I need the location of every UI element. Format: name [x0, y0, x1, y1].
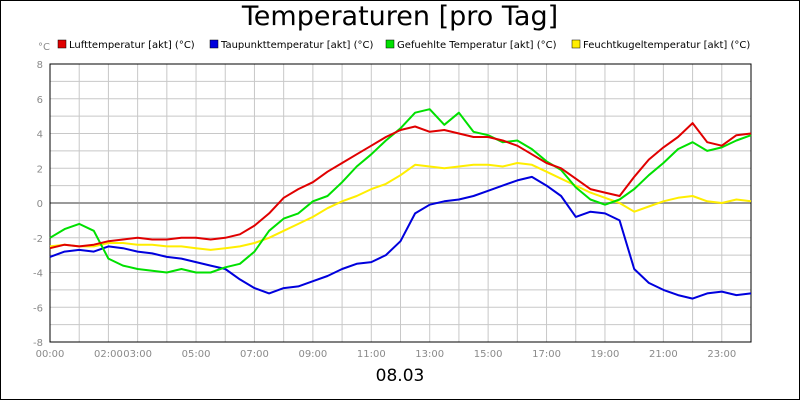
x-tick-label: 09:00 — [298, 349, 327, 360]
y-tick-label: 2 — [37, 164, 43, 175]
x-tick-label: 05:00 — [182, 349, 211, 360]
series-line-1 — [49, 175, 752, 300]
series-line-0 — [49, 122, 752, 250]
legend-label: Taupunkttemperatur [akt] (°C) — [220, 40, 373, 51]
legend-label: Lufttemperatur [akt] (°C) — [69, 40, 195, 51]
legend-label: Feuchtkugeltemperatur [akt] (°C) — [583, 40, 750, 51]
series-line-2 — [49, 108, 752, 274]
legend-label: Gefuehlte Temperatur [akt] (°C) — [397, 40, 557, 51]
x-tick-label: 03:00 — [123, 349, 152, 360]
legend-swatch — [57, 39, 67, 49]
x-tick-label: 23:00 — [707, 349, 736, 360]
x-tick-label: 02:00 — [94, 349, 123, 360]
x-tick-label: 00:00 — [36, 349, 65, 360]
x-tick-label: 21:00 — [649, 349, 678, 360]
y-tick-label: -4 — [33, 269, 43, 280]
legend-swatch — [571, 39, 581, 49]
series-line-3 — [49, 162, 752, 251]
x-tick-labels: 00:00 02:00 03:00 05:00 07:00 09:00 11:00 13:00… — [36, 349, 737, 360]
axes — [49, 63, 752, 343]
legend: Lufttemperatur [akt] (°C) Taupunkttempera… — [57, 39, 750, 51]
y-tick-label: -6 — [33, 303, 43, 314]
legend-swatch — [209, 39, 219, 49]
x-tick-label: 11:00 — [357, 349, 386, 360]
x-tick-label: 13:00 — [415, 349, 444, 360]
y-tick-label: 0 — [37, 199, 43, 210]
x-tick-label: 15:00 — [474, 349, 503, 360]
date-label: 08.03 — [375, 366, 425, 386]
y-tick-label: -8 — [33, 338, 43, 349]
grid — [49, 63, 752, 343]
x-tick-label: 07:00 — [240, 349, 269, 360]
y-tick-labels: 8 6 4 2 0 -2 -4 -6 -8 — [33, 60, 43, 349]
y-tick-label: -2 — [33, 234, 43, 245]
y-tick-label: 4 — [37, 130, 43, 141]
legend-swatch — [385, 39, 395, 49]
x-tick-label: 19:00 — [591, 349, 620, 360]
series-layer — [49, 108, 752, 300]
y-tick-label: 8 — [37, 60, 43, 71]
y-unit-label: °C — [38, 42, 50, 53]
chart-title: Temperaturen [pro Tag] — [241, 1, 559, 32]
x-tick-label: 17:00 — [532, 349, 561, 360]
plot-border — [49, 63, 752, 343]
y-tick-label: 6 — [37, 95, 43, 106]
